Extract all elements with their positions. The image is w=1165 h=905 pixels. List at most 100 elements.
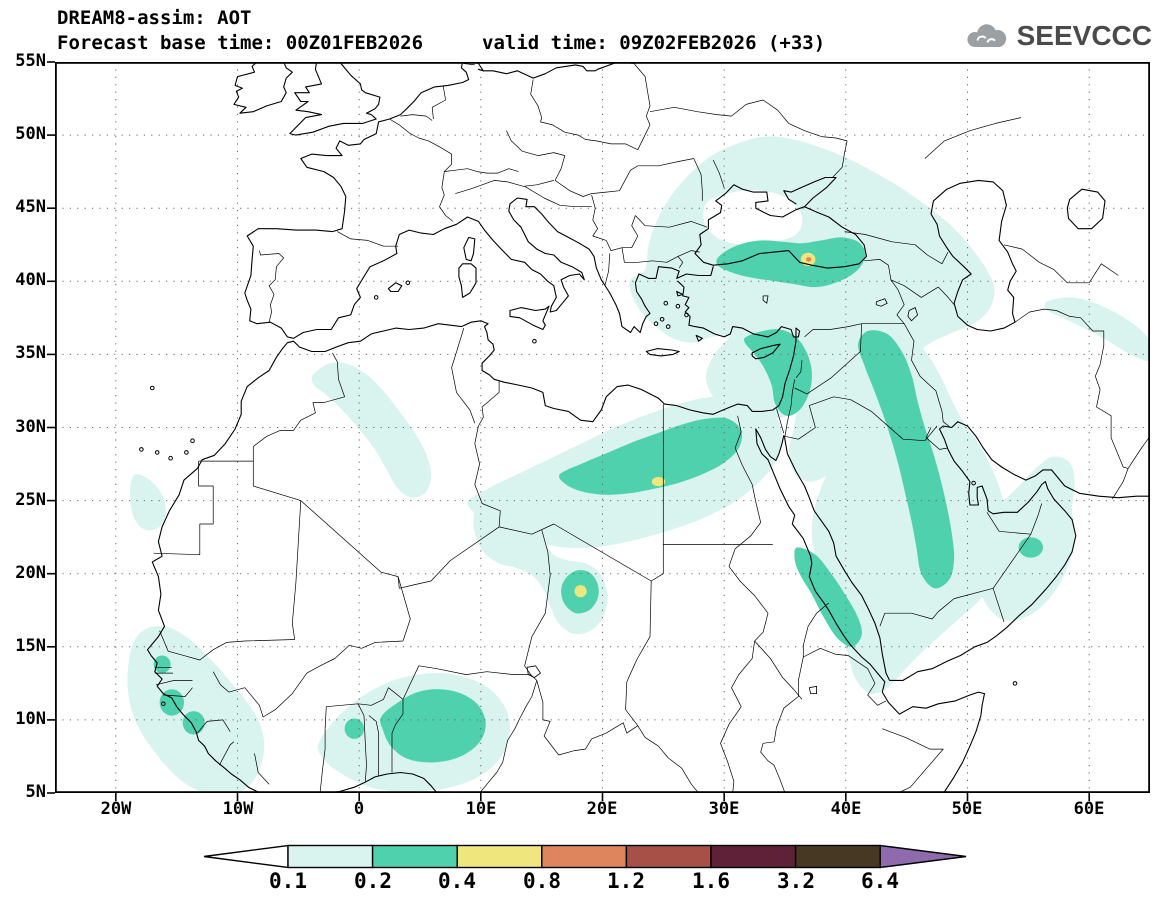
border-path	[693, 158, 703, 201]
border-path	[506, 130, 565, 156]
coastline-path	[1066, 188, 1106, 230]
coastline-path	[244, 62, 714, 339]
border-path	[784, 396, 938, 442]
lake-path	[875, 298, 888, 307]
border-path	[844, 231, 949, 265]
border-path	[540, 121, 638, 151]
coastline-path	[233, 62, 293, 114]
logo-text: SEEVCCC	[1016, 20, 1152, 51]
border-path	[986, 503, 1043, 535]
colorbar-segment-12	[625, 844, 712, 869]
border-path	[677, 250, 700, 257]
contour-region-0.4	[574, 585, 587, 598]
border-path	[218, 741, 235, 766]
contour-region-0.2	[380, 689, 486, 763]
border-path	[530, 79, 543, 122]
contour-region-0.2	[716, 237, 866, 288]
contour-region-0.1	[1044, 297, 1150, 361]
coastline-path	[783, 421, 1150, 681]
river-path	[720, 415, 769, 793]
border-path	[604, 253, 611, 286]
lat-tick-label: 35N	[15, 343, 46, 363]
island-dot	[190, 438, 195, 444]
contour-region-0.2	[794, 547, 862, 647]
border-path	[357, 703, 367, 782]
border-path	[621, 247, 684, 269]
border-path	[254, 753, 270, 785]
lat-tick-label: 50N	[15, 124, 46, 144]
border-path	[554, 155, 566, 181]
river-path	[754, 640, 803, 700]
border-path	[1014, 308, 1129, 500]
colorbar-segment-04	[456, 844, 543, 869]
coastline-path	[324, 771, 438, 793]
coastline-path	[289, 62, 381, 136]
border-path	[637, 76, 651, 150]
axes-frame	[47, 61, 1150, 801]
border-path	[524, 529, 551, 675]
colorbar-overflow-arrow	[879, 844, 967, 869]
colorbar-label: 0.2	[354, 869, 392, 893]
lon-tick-label: 20W	[100, 799, 132, 819]
border-path	[252, 461, 400, 589]
island-dot	[184, 450, 189, 455]
map-layers	[55, 62, 1150, 793]
coastline-path	[783, 176, 837, 208]
border-path	[1127, 436, 1150, 469]
border-path	[291, 500, 302, 640]
border-path	[784, 379, 796, 437]
cloud-icon	[967, 24, 1006, 47]
island-dot	[665, 324, 671, 329]
border-path	[879, 533, 1032, 627]
rivers	[720, 415, 803, 793]
contour-region-0.8	[806, 257, 812, 262]
coastline-path	[645, 348, 680, 357]
colorbar-label: 6.4	[861, 869, 899, 893]
border-path	[444, 168, 519, 174]
coastline-path	[695, 334, 703, 342]
border-path	[337, 231, 399, 247]
border-path	[536, 680, 638, 756]
border-path	[924, 117, 1022, 159]
border-path	[625, 580, 699, 793]
island-dot	[161, 701, 166, 707]
border-path	[803, 647, 876, 684]
border-path	[153, 461, 214, 556]
lake-path	[526, 665, 542, 678]
coastline-path	[463, 236, 476, 262]
colorbar-label: 1.2	[607, 869, 645, 893]
lake-path	[907, 307, 919, 322]
border-path	[1039, 261, 1119, 284]
island-dot	[154, 450, 160, 455]
border-path	[368, 715, 379, 776]
border-path	[431, 85, 446, 120]
island-dot	[684, 312, 689, 318]
contour-region-0.1	[311, 362, 431, 498]
coastline-path	[477, 62, 618, 79]
coastline-path	[676, 290, 684, 297]
border-path	[925, 427, 949, 450]
lon-tick-label: 40E	[830, 799, 862, 819]
lat-tick-label: 55N	[15, 51, 46, 71]
border-path	[794, 387, 808, 395]
colorbar-label: 1.6	[692, 869, 730, 893]
border-path	[795, 360, 803, 379]
lat-tick-label: 5N	[25, 782, 46, 802]
border-path	[591, 194, 639, 251]
contour-region-0.2	[559, 417, 743, 495]
border-path	[319, 728, 326, 792]
border-path	[867, 683, 887, 706]
border-path	[499, 523, 664, 582]
coastlines	[146, 62, 1150, 793]
border-path	[760, 602, 830, 793]
lon-tick-label: 10E	[465, 799, 497, 819]
contour-region-0.2	[182, 711, 205, 735]
island-dot	[405, 280, 411, 286]
base-time-label: Forecast base time: 00Z01FEB2026	[57, 32, 424, 54]
lat-tick-label: 15N	[15, 636, 46, 656]
coastline-path	[755, 428, 785, 461]
coastline-path	[458, 263, 477, 298]
contour-region-0.1	[629, 136, 995, 482]
lon-tick-label: 50E	[951, 799, 983, 819]
colorbar-segment-16	[710, 844, 797, 869]
